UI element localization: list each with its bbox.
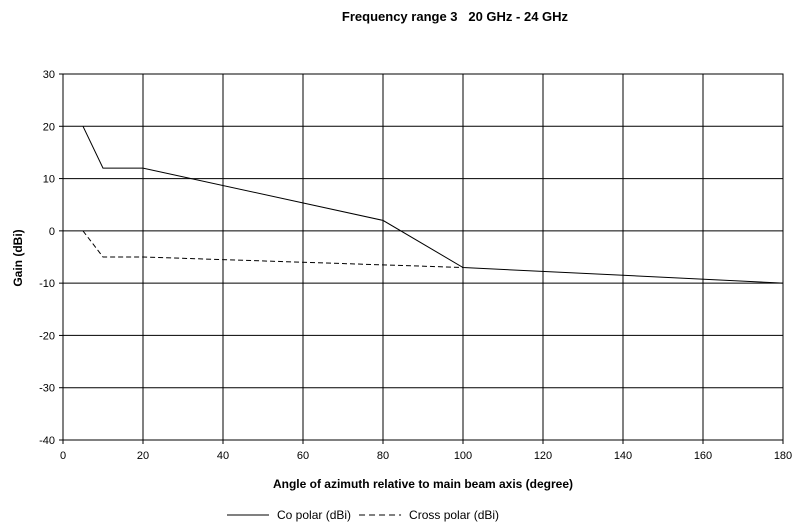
plot-area — [62, 73, 784, 441]
x-tick-label: 40 — [217, 450, 229, 462]
x-tick-label: 140 — [614, 450, 632, 462]
x-tick-label: 100 — [454, 450, 472, 462]
cross-polar-line — [82, 230, 464, 268]
y-tick-label: -40 — [39, 435, 55, 447]
series-group — [82, 126, 784, 284]
y-tick-label: 20 — [43, 121, 55, 133]
x-tick-label: 160 — [694, 450, 712, 462]
grid — [62, 73, 784, 441]
y-tick-label: 0 — [49, 226, 55, 238]
co-polar-line — [82, 126, 784, 284]
x-tick-label: 60 — [297, 450, 309, 462]
x-axis-label: Angle of azimuth relative to main beam a… — [273, 477, 573, 491]
x-tick-label: 0 — [60, 450, 66, 462]
y-tick-label: -20 — [39, 330, 55, 342]
y-tick-label: 10 — [43, 174, 55, 186]
y-tick-label: -30 — [39, 383, 55, 395]
x-tick-label: 20 — [137, 450, 149, 462]
x-axis-ticks: 0 20 40 60 80 100 120 140 160 180 — [60, 440, 792, 462]
plot-border — [62, 73, 784, 441]
chart-title: Frequency range 3 20 GHz - 24 GHz — [342, 9, 569, 24]
y-tick-label: 30 — [43, 69, 55, 81]
legend-label: Co polar (dBi) — [277, 508, 351, 522]
x-tick-label: 180 — [774, 450, 792, 462]
legend: Co polar (dBi) Cross polar (dBi) — [227, 508, 499, 522]
y-axis-label: Gain (dBi) — [11, 229, 25, 286]
legend-label: Cross polar (dBi) — [409, 508, 499, 522]
x-tick-label: 120 — [534, 450, 552, 462]
x-tick-label: 80 — [377, 450, 389, 462]
y-tick-label: -10 — [39, 278, 55, 290]
y-axis-ticks: 30 20 10 0 -10 -20 -30 -40 — [39, 69, 63, 447]
